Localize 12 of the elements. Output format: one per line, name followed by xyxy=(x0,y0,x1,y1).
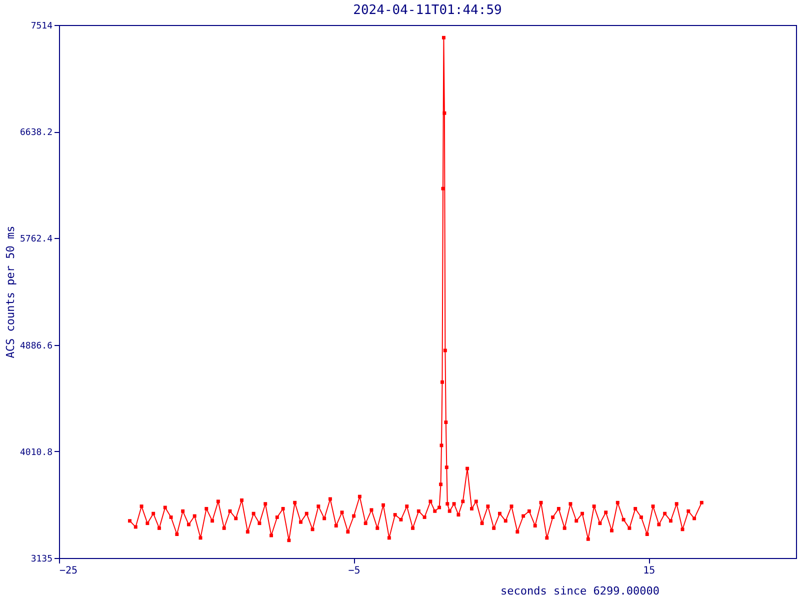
x-tick-label: −25 xyxy=(60,566,78,576)
y-tick-label: 3135 xyxy=(30,554,52,564)
y-tick-label: 4010.8 xyxy=(20,448,52,458)
y-tick-label: 4886.6 xyxy=(20,341,52,352)
x-axis-title: seconds since 6299.00000 xyxy=(500,584,660,598)
y-tick-label: 7514 xyxy=(30,22,52,32)
y-tick-label: 6638.2 xyxy=(20,128,52,138)
x-tick-label: −5 xyxy=(348,566,360,576)
y-axis-title: ACS counts per 50 ms xyxy=(4,226,17,358)
x-tick-label: 15 xyxy=(643,566,656,576)
y-tick-label: 5762.4 xyxy=(20,234,52,245)
chart-title: 2024-04-11T01:44:59 xyxy=(353,3,502,18)
